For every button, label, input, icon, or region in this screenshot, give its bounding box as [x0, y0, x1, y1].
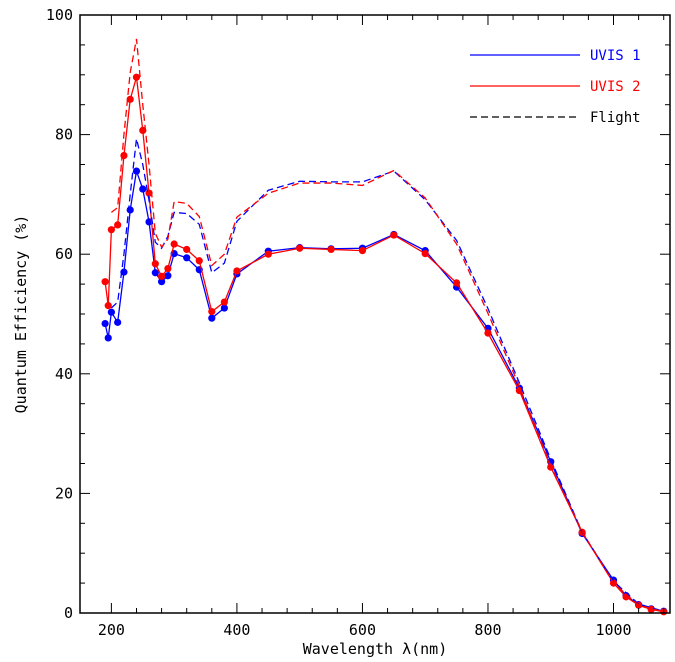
y-tick-label: 100 [46, 6, 73, 24]
uvis-2-point [220, 298, 228, 306]
uvis-1-line [104, 170, 664, 612]
uvis-2-point [421, 250, 429, 258]
uvis-2-point [208, 308, 216, 316]
uvis-2-point [358, 247, 367, 255]
x-tick-label: 200 [98, 621, 125, 639]
ticks-layer [80, 14, 670, 614]
uvis-2-flight-line [110, 38, 664, 613]
uvis-1-point [120, 268, 128, 276]
uvis-1-point [208, 314, 216, 322]
uvis-1-point [139, 185, 147, 193]
uvis-1-point [151, 269, 159, 277]
x-tick-label: 800 [474, 621, 501, 639]
uvis-1-point [104, 334, 112, 342]
uvis-1-point [107, 308, 115, 316]
legend-label-uvis-1: UVIS 1 [590, 48, 641, 64]
x-tick-label: 600 [349, 621, 376, 639]
uvis-2-point [296, 244, 304, 252]
y-axis-title: Quantum Efficiency (%) [12, 215, 30, 414]
x-tick-label: 1000 [595, 621, 631, 639]
uvis-2-point [327, 245, 335, 254]
uvis-2-point [107, 226, 115, 234]
uvis-2-point [183, 245, 191, 254]
uvis-2-line [104, 77, 664, 613]
uvis-2-point [104, 302, 112, 310]
y-tick-label: 0 [64, 604, 73, 622]
uvis-2-point [264, 250, 272, 258]
uvis-2-point [453, 279, 461, 287]
y-tick-label: 20 [55, 484, 73, 502]
uvis-2-point [114, 221, 122, 229]
uvis-1-point [126, 206, 134, 214]
uvis-2-point [170, 240, 178, 248]
uvis-1-point [114, 318, 122, 326]
uvis-1-point [158, 278, 166, 286]
legend: UVIS 1 UVIS 2 Flight [470, 48, 641, 126]
series-layer [101, 38, 668, 616]
uvis-2-point [151, 260, 159, 268]
uvis-2-point [233, 267, 241, 275]
uvis-1-point [183, 254, 191, 262]
uvis-1-point [101, 319, 109, 328]
tick-labels: 200 400 600 800 1000 0 20 40 60 80 100 [46, 6, 632, 639]
uvis-1-point [132, 167, 141, 175]
uvis-2-point [126, 95, 134, 103]
legend-label-flight: Flight [590, 110, 641, 126]
x-axis-title: Wavelength λ(nm) [303, 640, 448, 658]
y-tick-label: 40 [55, 365, 73, 383]
legend-label-uvis-2: UVIS 2 [590, 79, 641, 95]
uvis-1-point [164, 272, 172, 280]
uvis-2-point [101, 278, 109, 286]
y-tick-label: 80 [55, 126, 73, 144]
uvis-2-point [158, 272, 166, 280]
uvis-2-point [195, 257, 203, 265]
uvis-1-point [220, 304, 228, 312]
uvis-2-point [164, 264, 172, 273]
uvis-2-point [132, 73, 141, 81]
uvis-2-point [390, 231, 398, 239]
x-tick-label: 400 [223, 621, 250, 639]
uvis-2-point [484, 329, 492, 337]
uvis-2-point [139, 126, 147, 135]
plot-frame [79, 14, 671, 614]
y-tick-label: 60 [55, 245, 73, 263]
uvis-1-flight-line [110, 138, 664, 612]
